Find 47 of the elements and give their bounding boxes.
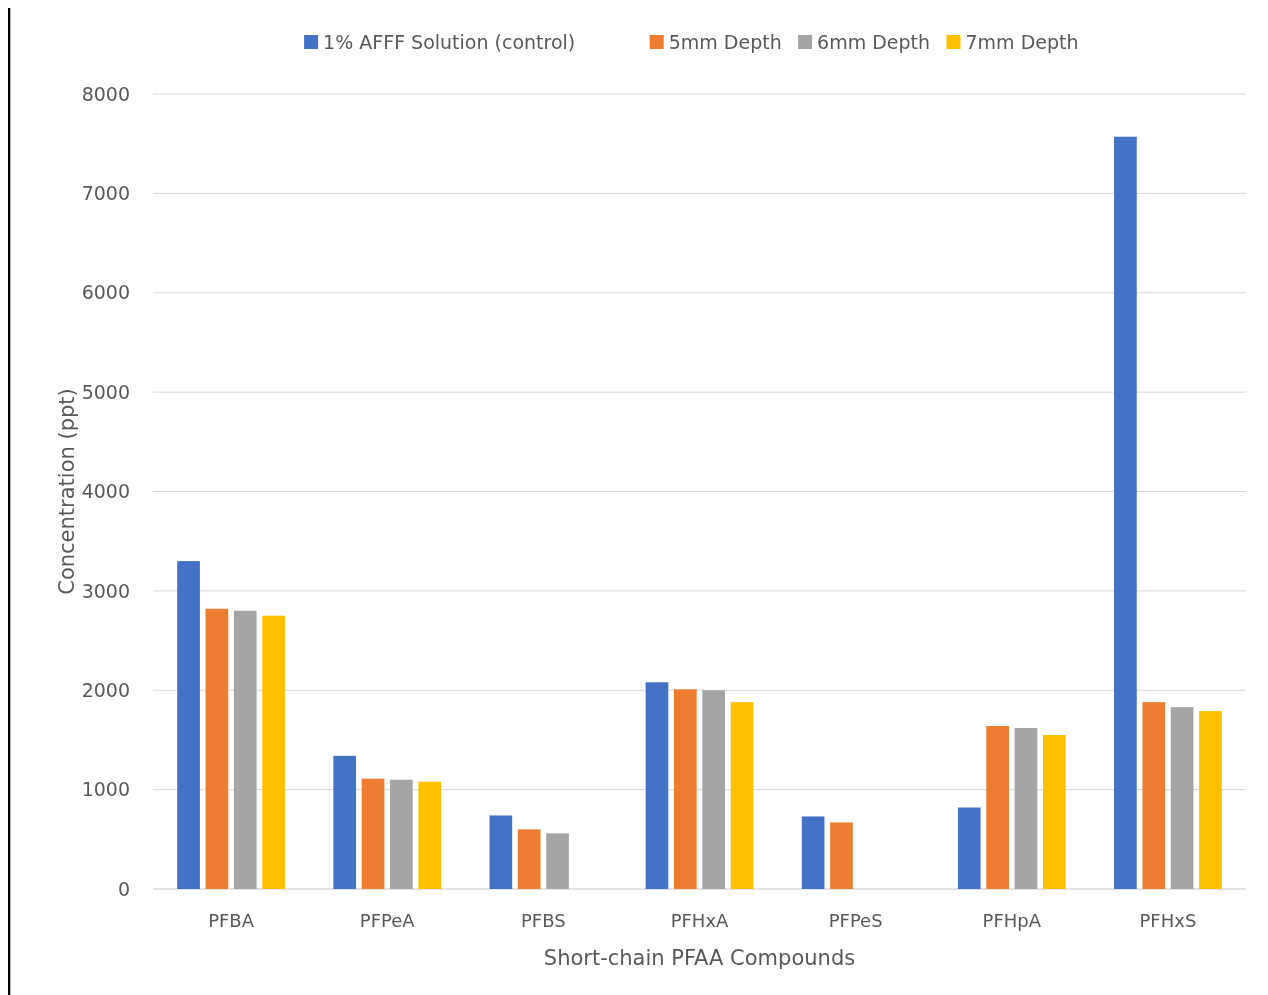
bar — [702, 690, 726, 889]
bar — [177, 561, 200, 889]
bar — [957, 807, 981, 889]
bar — [673, 689, 697, 889]
x-tick-label: PFHpA — [982, 910, 1042, 931]
bar — [390, 779, 413, 889]
bar — [418, 781, 442, 889]
bar — [233, 610, 257, 889]
x-tick-label: PFBS — [521, 910, 566, 931]
x-tick-label: PFPeA — [359, 910, 416, 931]
bar — [205, 608, 229, 889]
bar — [361, 778, 385, 889]
y-tick-label: 0 — [117, 877, 130, 900]
y-tick-label: 2000 — [81, 678, 130, 701]
bar — [546, 833, 569, 889]
bar — [1014, 728, 1038, 889]
bar — [262, 615, 285, 889]
y-tick-label: 5000 — [81, 380, 130, 403]
y-tick-label: 1000 — [81, 778, 130, 801]
y-axis-title: Concentration (ppt) — [55, 388, 79, 595]
y-tick-label: 8000 — [81, 82, 130, 105]
x-tick-label: PFHxS — [1139, 910, 1197, 931]
legend-label: 5mm Depth — [668, 30, 782, 53]
y-tick-label: 4000 — [81, 480, 130, 503]
x-axis-title: Short-chain PFAA Compounds — [543, 946, 856, 970]
bar — [1114, 136, 1137, 889]
legend-label: 6mm Depth — [817, 30, 931, 53]
x-tick-label: PFBA — [208, 910, 255, 931]
bar — [801, 816, 825, 889]
bar — [986, 726, 1009, 889]
legend-label: 7mm Depth — [965, 30, 1079, 53]
bar — [1142, 702, 1166, 889]
y-tick-label: 7000 — [81, 182, 130, 205]
bar — [1042, 734, 1066, 889]
bar — [1170, 707, 1194, 889]
legend-label: 1% AFFF Solution (control) — [323, 30, 576, 53]
bar — [645, 682, 669, 889]
y-tick-label: 3000 — [81, 579, 130, 602]
x-tick-label: PFPeS — [828, 910, 883, 931]
bar — [1199, 711, 1222, 889]
bar — [333, 755, 357, 889]
bar — [830, 822, 853, 889]
y-tick-label: 6000 — [81, 281, 130, 304]
bar — [517, 829, 541, 889]
x-tick-label: PFHxA — [670, 910, 730, 931]
bar — [730, 702, 754, 889]
bar — [489, 815, 513, 889]
